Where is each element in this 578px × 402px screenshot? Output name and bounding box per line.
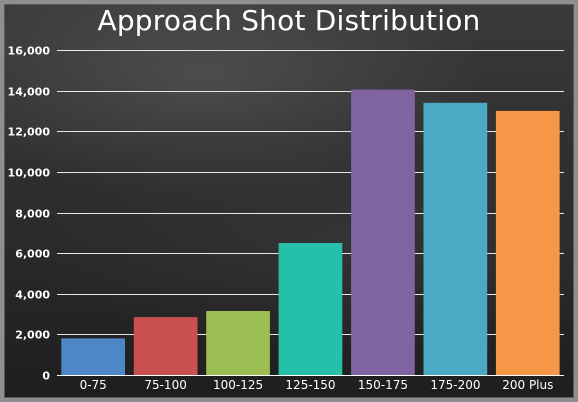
y-tick-label: 8,000 [15,208,50,221]
x-tick-label: 100-125 [213,378,263,392]
y-tick-label: 14,000 [8,86,51,99]
x-tick-label: 175-200 [430,378,480,392]
y-tick-label: 0 [42,370,50,383]
bar [133,317,198,375]
y-axis-ticks: 0 2,000 4,000 6,000 8,000 10,000 12,000 14,000 1… [8,45,51,383]
bar [206,311,270,375]
y-tick-label: 16,000 [8,45,51,58]
x-tick-label: 75-100 [144,378,187,392]
y-tick-label: 12,000 [8,126,51,139]
bar [278,243,343,375]
y-tick-label: 10,000 [8,167,51,180]
bar [423,102,488,376]
y-tick-label: 4,000 [15,289,50,302]
y-tick-label: 2,000 [15,329,50,342]
x-tick-label: 200 Plus [502,378,553,392]
bar [351,89,415,375]
x-tick-label: 125-150 [285,378,335,392]
x-axis-ticks: 0-75 75-100 100-125 125-150 150-175 175-200 20… [80,378,554,392]
x-tick-label: 0-75 [80,378,107,392]
bar [61,338,125,375]
x-tick-label: 150-175 [358,378,408,392]
chart-title: Approach Shot Distribution [97,4,481,37]
y-tick-label: 6,000 [15,248,50,261]
bars [61,89,560,376]
bar [495,110,560,376]
